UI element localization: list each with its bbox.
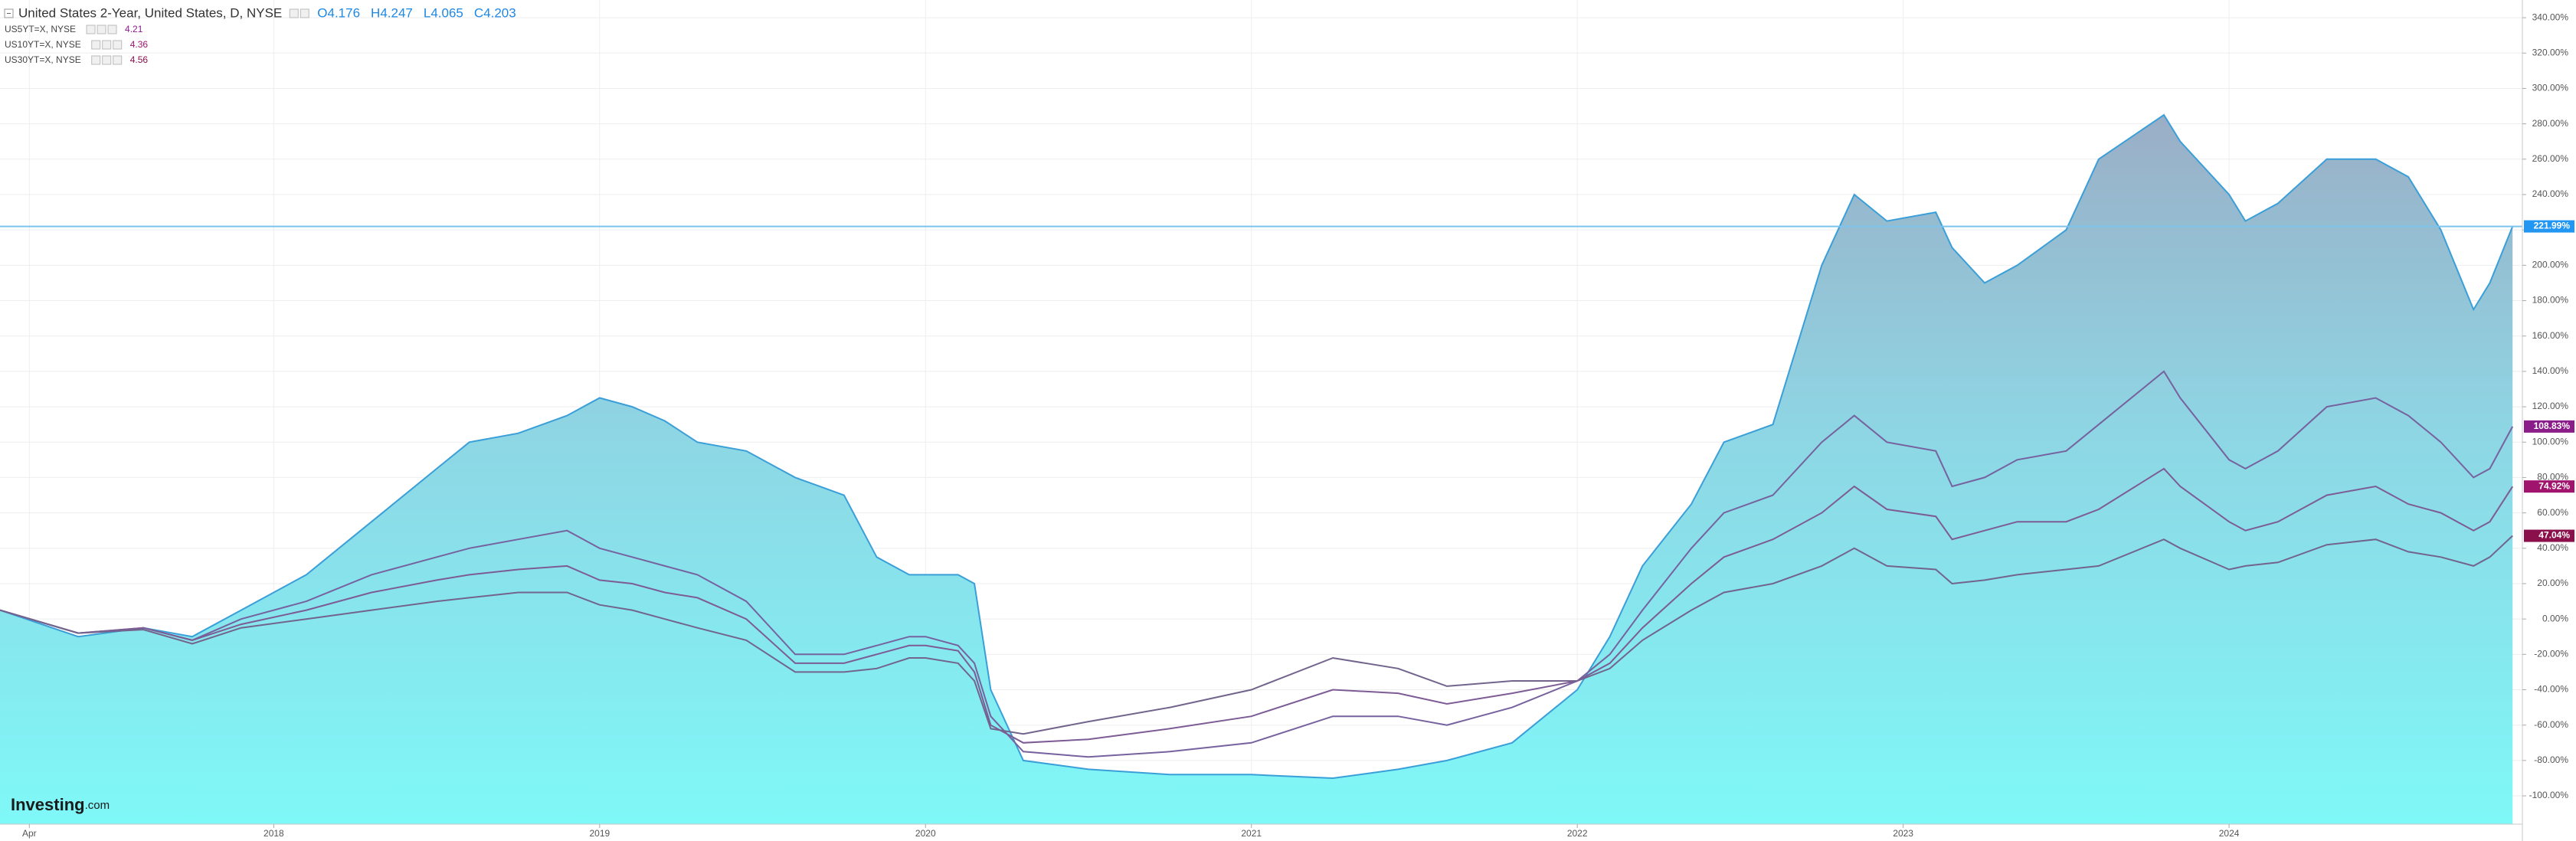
legend-last-value: 4.36 xyxy=(130,39,149,50)
y-tick-label: 0.00% xyxy=(2542,613,2568,623)
y-tick-label: 60.00% xyxy=(2537,507,2568,518)
collapse-icon[interactable] xyxy=(4,8,14,18)
ohlc-value: C4.203 xyxy=(474,5,516,20)
toolbar-icon[interactable] xyxy=(102,40,112,50)
y-tick-label: -100.00% xyxy=(2529,790,2569,800)
legend-last-value: 4.56 xyxy=(130,54,149,65)
chart-title: United States 2-Year, United States, D, … xyxy=(18,5,282,20)
toolbar-icon[interactable] xyxy=(113,55,123,65)
end-label: 108.83% xyxy=(2534,420,2571,431)
toolbar-icon[interactable] xyxy=(102,55,112,65)
ohlc-value: H4.247 xyxy=(371,5,413,20)
toolbar-icon[interactable] xyxy=(91,40,101,50)
series-line xyxy=(0,535,2513,735)
end-label: 74.92% xyxy=(2538,480,2570,491)
ohlc-value: O4.176 xyxy=(317,5,360,20)
y-tick-label: 200.00% xyxy=(2532,260,2569,270)
toolbar-icon[interactable] xyxy=(86,25,96,34)
x-tick-label: 2019 xyxy=(589,828,610,839)
y-tick-label: 80.00% xyxy=(2537,472,2568,483)
y-tick-label: 140.00% xyxy=(2532,365,2569,376)
y-tick-label: 340.00% xyxy=(2532,11,2569,22)
toolbar-icon[interactable] xyxy=(97,25,106,34)
toolbar-icon[interactable] xyxy=(91,55,101,65)
toolbar-icon[interactable] xyxy=(113,40,123,50)
end-label-bg xyxy=(2524,480,2574,493)
axes: -100.00% -80.00% -60.00% -40.00% -20.00% 0.00… xyxy=(22,11,2574,839)
end-label: 47.04% xyxy=(2538,530,2570,541)
y-tick-label: -60.00% xyxy=(2534,719,2568,730)
legend-last-value: 4.21 xyxy=(125,24,143,34)
toolbar-icon[interactable] xyxy=(299,8,309,18)
y-tick-label: 120.00% xyxy=(2532,401,2569,411)
x-tick-label: 2020 xyxy=(915,828,936,839)
y-tick-label: 180.00% xyxy=(2532,295,2569,306)
end-label-bg xyxy=(2524,420,2574,433)
x-tick-label: 2021 xyxy=(1241,828,1262,839)
y-tick-label: 100.00% xyxy=(2532,436,2569,447)
logo-main: Investing xyxy=(11,795,85,814)
legend-name: US10YT=X, NYSE xyxy=(5,39,81,50)
toolbar-icon[interactable] xyxy=(289,8,299,18)
y-tick-label: -20.00% xyxy=(2534,649,2568,659)
end-label: 221.99% xyxy=(2534,221,2571,231)
legend: United States 2-Year, United States, D, … xyxy=(4,5,516,65)
plot xyxy=(0,113,2522,825)
y-tick-label: 40.00% xyxy=(2537,542,2568,553)
toolbar-icon[interactable] xyxy=(107,25,117,34)
logo-suffix: .com xyxy=(85,799,110,812)
x-tick-label: 2023 xyxy=(1893,828,1913,839)
y-tick-label: -40.00% xyxy=(2534,684,2568,695)
series-line xyxy=(0,370,2514,758)
end-label-bg xyxy=(2524,220,2574,233)
series-line xyxy=(0,467,2514,744)
legend-name: US5YT=X, NYSE xyxy=(5,24,76,34)
y-tick-label: 160.00% xyxy=(2532,330,2569,341)
end-label-bg xyxy=(2524,529,2574,542)
area-line xyxy=(0,113,2514,780)
y-tick-label: 20.00% xyxy=(2537,578,2568,588)
y-tick-label: 320.00% xyxy=(2532,47,2569,57)
y-tick-label: 240.00% xyxy=(2532,188,2569,199)
y-tick-label: 300.00% xyxy=(2532,83,2569,93)
y-tick-label: -80.00% xyxy=(2534,754,2568,765)
y-tick-label: 260.00% xyxy=(2532,153,2569,164)
legend-name: US30YT=X, NYSE xyxy=(5,54,81,65)
logo-text: Investing.com xyxy=(11,795,110,814)
x-tick-label: 2024 xyxy=(2219,828,2240,839)
ohlc-value: L4.065 xyxy=(424,5,463,20)
x-tick-label: 2018 xyxy=(263,828,284,839)
x-tick-label: 2022 xyxy=(1567,828,1588,839)
logo: Investing.com xyxy=(11,795,110,814)
y-tick-label: 280.00% xyxy=(2532,118,2569,129)
area-fill xyxy=(0,115,2513,825)
x-tick-label: Apr xyxy=(22,828,37,839)
